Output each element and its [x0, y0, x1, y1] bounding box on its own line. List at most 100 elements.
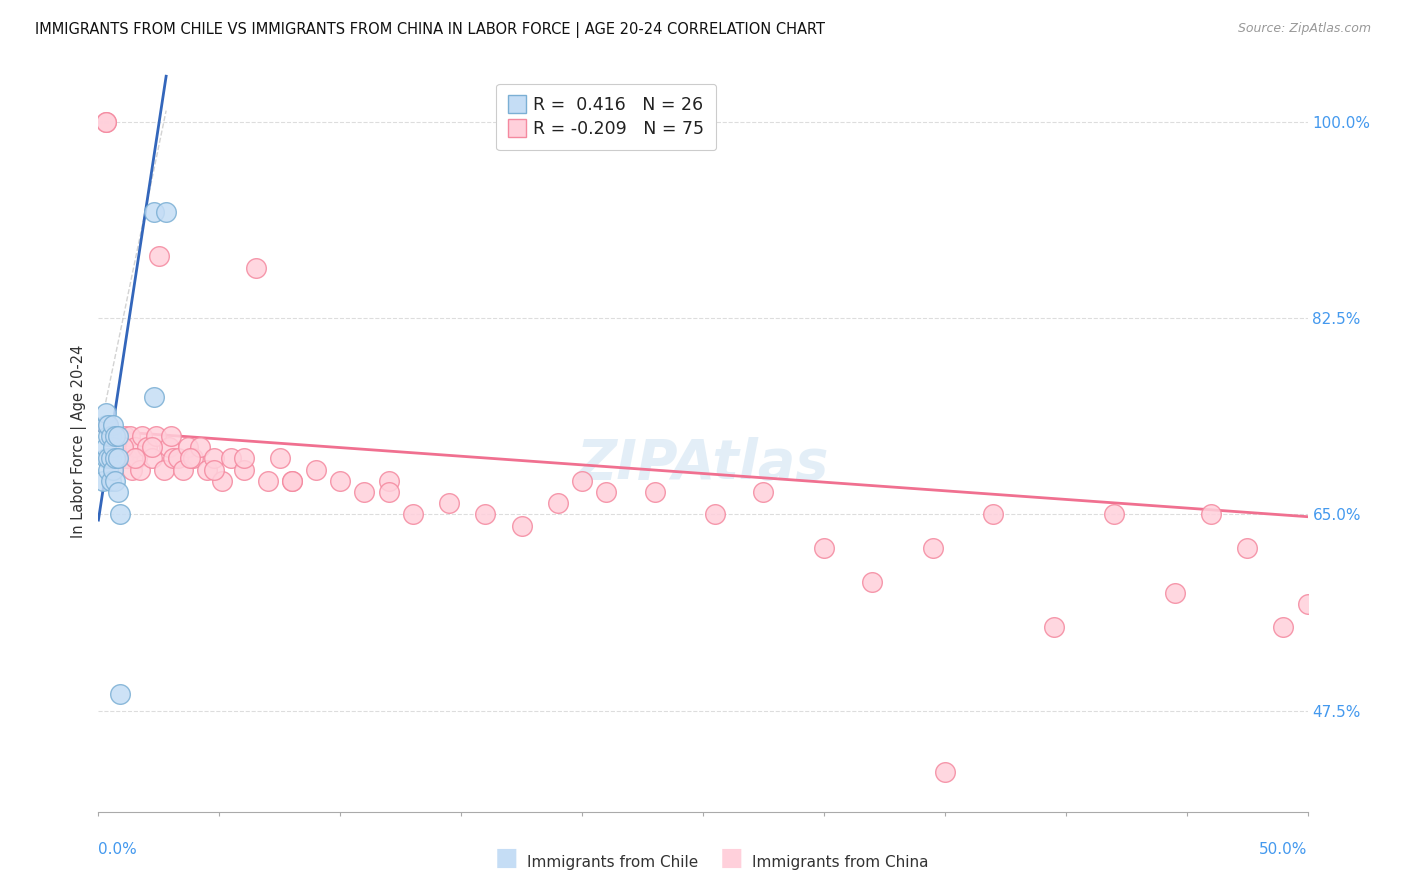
Text: ■: ■ [720, 846, 742, 870]
Point [160, 429, 183, 443]
Point [157, 440, 180, 454]
Point [97, 451, 120, 466]
Point [571, 474, 593, 488]
Text: ■: ■ [495, 846, 517, 870]
Point [155, 204, 177, 219]
Point [135, 440, 157, 454]
Point [377, 485, 399, 500]
Point [1163, 586, 1185, 600]
Y-axis label: In Labor Force | Age 20-24: In Labor Force | Age 20-24 [72, 345, 87, 538]
Point [143, 390, 166, 404]
Point [437, 496, 460, 510]
Point [94, 115, 117, 129]
Point [104, 440, 127, 454]
Point [101, 440, 124, 454]
Point [131, 429, 153, 443]
Point [104, 429, 127, 443]
Point [1236, 541, 1258, 555]
Point [305, 462, 328, 476]
Point [101, 462, 124, 476]
Point [402, 508, 425, 522]
Point [152, 462, 174, 476]
Point [108, 508, 131, 522]
Point [353, 485, 375, 500]
Point [1272, 619, 1295, 633]
Point [100, 474, 122, 488]
Point [204, 451, 226, 466]
Point [94, 407, 117, 421]
Text: Immigrants from China: Immigrants from China [752, 855, 929, 870]
Point [91, 474, 114, 488]
Point [121, 462, 143, 476]
Point [94, 451, 117, 466]
Point [474, 508, 496, 522]
Point [752, 485, 775, 500]
Point [704, 508, 727, 522]
Point [981, 508, 1004, 522]
Point [97, 417, 120, 432]
Point [179, 451, 201, 466]
Point [245, 260, 267, 275]
Point [211, 474, 233, 488]
Point [1042, 619, 1064, 633]
Point [117, 451, 139, 466]
Point [204, 462, 226, 476]
Point [256, 474, 278, 488]
Point [145, 429, 167, 443]
Point [1199, 508, 1222, 522]
Point [177, 440, 200, 454]
Point [377, 474, 399, 488]
Point [94, 417, 117, 432]
Point [104, 474, 127, 488]
Point [195, 462, 218, 476]
Point [124, 451, 146, 466]
Point [100, 451, 122, 466]
Point [107, 485, 129, 500]
Point [97, 417, 120, 432]
Point [128, 462, 150, 476]
Point [111, 451, 134, 466]
Point [510, 518, 533, 533]
Point [329, 474, 352, 488]
Text: Source: ZipAtlas.com: Source: ZipAtlas.com [1237, 22, 1371, 36]
Point [111, 440, 134, 454]
Text: 0.0%: 0.0% [98, 842, 138, 857]
Point [188, 440, 211, 454]
Point [281, 474, 304, 488]
Point [269, 451, 291, 466]
Point [114, 429, 136, 443]
Text: IMMIGRANTS FROM CHILE VS IMMIGRANTS FROM CHINA IN LABOR FORCE | AGE 20-24 CORREL: IMMIGRANTS FROM CHILE VS IMMIGRANTS FROM… [35, 22, 825, 38]
Point [221, 451, 243, 466]
Point [97, 462, 120, 476]
Point [1102, 508, 1125, 522]
Point [547, 496, 569, 510]
Point [141, 440, 163, 454]
Point [934, 765, 956, 780]
Point [181, 451, 204, 466]
Text: 50.0%: 50.0% [1260, 842, 1308, 857]
Point [104, 429, 127, 443]
Point [232, 451, 254, 466]
Point [101, 429, 124, 443]
Point [148, 249, 170, 264]
Point [94, 440, 117, 454]
Point [281, 474, 304, 488]
Point [101, 417, 124, 432]
Point [94, 115, 117, 129]
Point [143, 204, 166, 219]
Point [104, 451, 127, 466]
Text: Immigrants from Chile: Immigrants from Chile [527, 855, 699, 870]
Point [172, 462, 194, 476]
Point [107, 429, 129, 443]
Point [813, 541, 835, 555]
Point [141, 451, 163, 466]
Point [127, 451, 149, 466]
Point [108, 440, 131, 454]
Point [108, 687, 131, 701]
Point [100, 451, 122, 466]
Point [97, 429, 120, 443]
Point [1296, 597, 1319, 611]
Point [118, 429, 141, 443]
Point [100, 429, 122, 443]
Point [107, 451, 129, 466]
